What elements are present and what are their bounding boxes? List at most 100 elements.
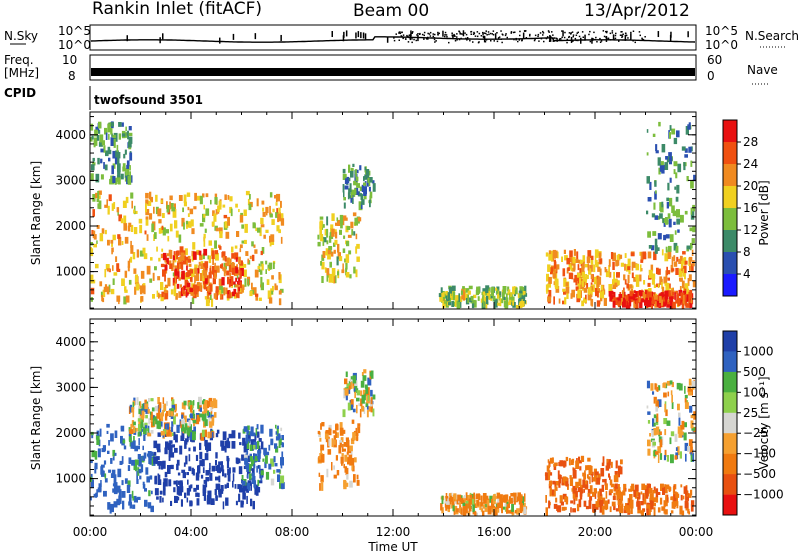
echo-cell (128, 222, 132, 227)
echo-cell (142, 423, 145, 430)
echo-cell (350, 189, 353, 199)
echo-cell (336, 256, 339, 266)
echo-cell (447, 292, 450, 301)
echo-cell (594, 276, 597, 280)
echo-cell (183, 201, 187, 207)
echo-cell (176, 463, 179, 471)
echo-cell (125, 168, 127, 176)
echo-cell (128, 494, 132, 503)
echo-cell (232, 291, 236, 297)
echo-cell (669, 161, 672, 165)
echo-cell (684, 293, 687, 302)
echo-cell (115, 150, 119, 159)
echo-cell (662, 487, 666, 495)
echo-cell (553, 296, 555, 305)
echo-cell (493, 494, 496, 500)
echo-cell (139, 475, 142, 480)
echo-cell (206, 443, 209, 453)
echo-cell (250, 498, 253, 507)
echo-cell (558, 298, 561, 304)
echo-cell (238, 277, 241, 282)
echo-cell (237, 285, 239, 292)
echo-cell (99, 428, 102, 437)
echo-cell (339, 430, 344, 436)
echo-cell (239, 484, 243, 493)
echo-cell (353, 266, 356, 274)
echo-cell (341, 457, 343, 466)
echo-cell (162, 252, 167, 261)
echo-cell (251, 468, 255, 476)
echo-cell (655, 150, 659, 154)
echo-cell (476, 512, 478, 516)
echo-cell (587, 293, 592, 301)
echo-cell (448, 286, 453, 294)
echo-cell (346, 241, 350, 247)
echo-cell (608, 459, 611, 466)
echo-cell (490, 297, 492, 301)
nsearch-dot (609, 32, 612, 35)
echo-cell (342, 184, 345, 193)
echo-cell (187, 270, 191, 277)
echo-cell (278, 290, 282, 295)
echo-cell (646, 129, 649, 133)
echo-cell (337, 271, 340, 276)
echo-cell (260, 441, 264, 450)
x-tick-label: 12:00 (376, 525, 411, 539)
echo-cell (638, 492, 641, 499)
echo-cell (615, 460, 618, 469)
echo-cell (487, 505, 492, 515)
echo-cell (128, 437, 132, 442)
echo-cell (185, 220, 189, 227)
echo-cell (485, 302, 488, 309)
echo-cell (272, 285, 274, 292)
echo-cell (162, 397, 165, 405)
nsearch-dot (611, 30, 614, 32)
echo-cell (106, 199, 108, 207)
echo-cell (464, 505, 468, 514)
echo-cell (205, 470, 210, 476)
echo-cell (110, 288, 115, 295)
echo-cell (689, 227, 694, 232)
echo-cell (280, 200, 282, 208)
nsearch-dot (460, 37, 462, 40)
echo-cell (519, 301, 522, 308)
echo-cell (255, 293, 259, 297)
echo-cell (142, 283, 146, 287)
nsearch-dot (485, 32, 487, 35)
echo-cell (181, 423, 185, 432)
echo-cell (462, 502, 466, 506)
echo-cell (326, 216, 329, 226)
echo-cell (262, 458, 265, 462)
echo-cell (114, 157, 119, 165)
echo-cell (153, 451, 157, 456)
echo-cell (686, 176, 689, 182)
echo-cell (322, 224, 325, 228)
nsky-spike (612, 34, 615, 41)
echo-cell (269, 428, 273, 437)
echo-cell (168, 479, 172, 487)
echo-cell (354, 391, 356, 399)
echo-cell (143, 434, 146, 441)
echo-cell (677, 293, 680, 300)
echo-cell (612, 252, 616, 261)
echo-cell (255, 227, 258, 232)
echo-cell (684, 302, 688, 306)
echo-cell (352, 212, 357, 217)
echo-cell (113, 501, 118, 508)
echo-cell (320, 454, 325, 463)
echo-cell (229, 206, 233, 214)
echo-cell (107, 502, 111, 510)
echo-cell (516, 508, 520, 515)
echo-cell (99, 281, 103, 287)
echo-cell (657, 283, 660, 288)
echo-cell (215, 460, 217, 466)
echo-cell (473, 294, 477, 299)
nsearch-dot (469, 39, 471, 42)
echo-cell (91, 230, 94, 236)
echo-cell (357, 426, 361, 434)
echo-cell (198, 282, 202, 292)
echo-cell (470, 295, 474, 301)
echo-cell (161, 248, 164, 252)
echo-cell (559, 495, 563, 504)
echo-cell (204, 261, 209, 269)
